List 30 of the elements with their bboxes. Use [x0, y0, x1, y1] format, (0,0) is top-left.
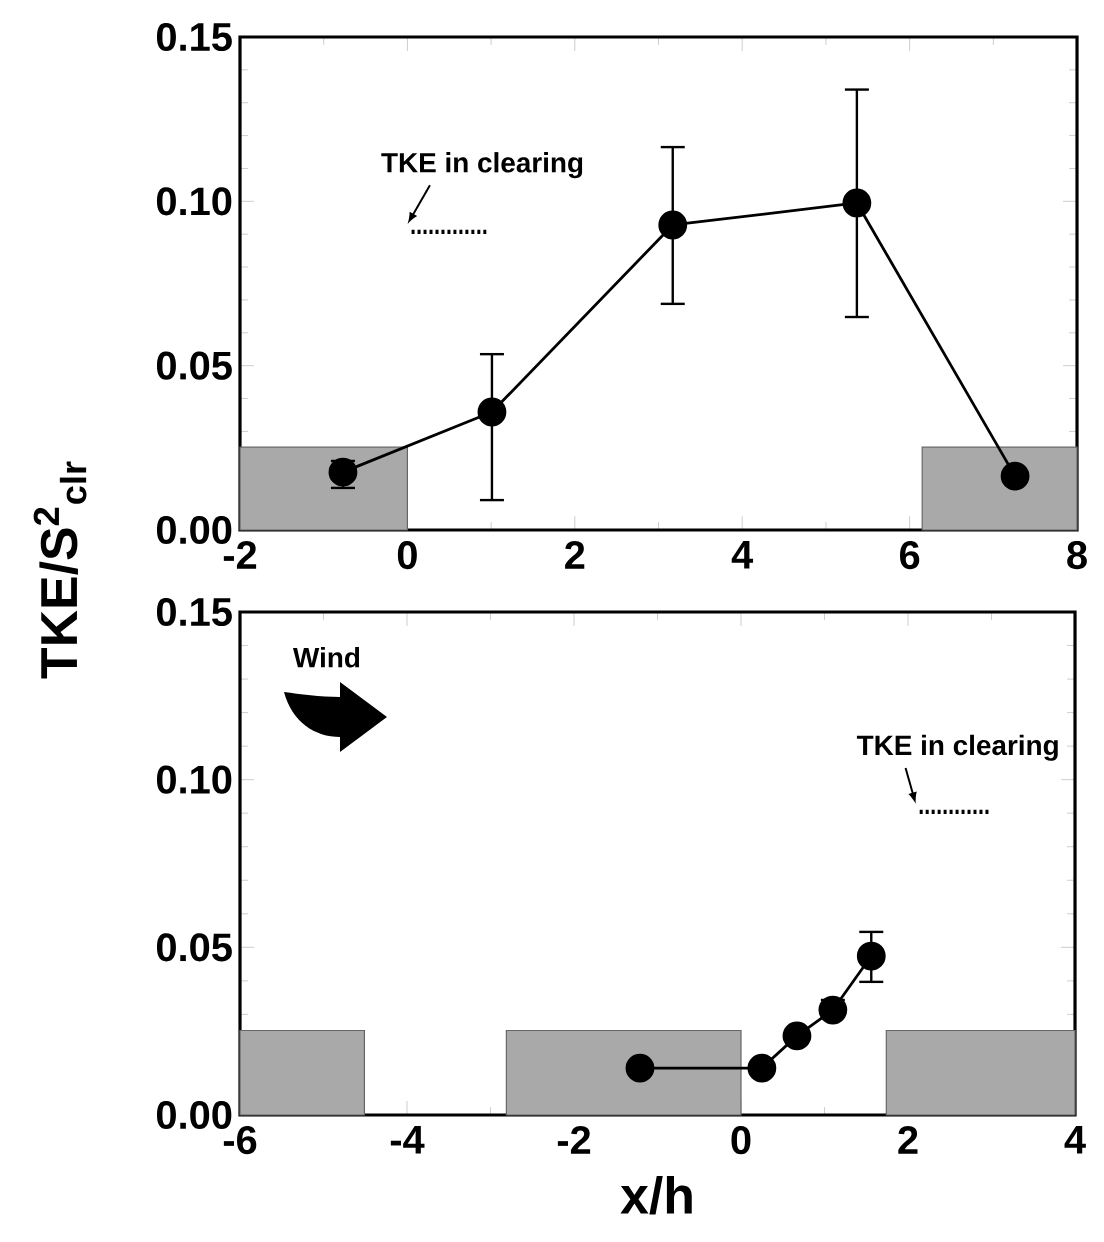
x-tick-label: 0	[397, 541, 417, 570]
point	[477, 397, 507, 427]
y-tick-label: 0.15	[156, 597, 232, 627]
x-tick-label: 4	[1064, 1126, 1086, 1154]
y-tick-label: 0.10	[156, 765, 232, 794]
point	[658, 210, 688, 240]
annotation: Wind	[292, 647, 360, 668]
x-tick-label: 2	[898, 1126, 918, 1154]
y-tick-label: 0.10	[156, 187, 232, 216]
x-tick-label: 0	[731, 1126, 751, 1155]
x-tick-label: 2	[565, 541, 585, 569]
x-tick-label: 8	[1067, 541, 1087, 570]
x-tick-label: 6	[900, 541, 920, 570]
y-tick-label: 0.05	[156, 933, 232, 962]
y-tick-label: 0.15	[156, 22, 232, 52]
annotation: TKE in clearing	[381, 152, 583, 179]
point	[842, 188, 872, 218]
x-tick-label: -2	[557, 1126, 591, 1154]
point	[818, 995, 848, 1025]
y-axis-title: TKE/S$^{2}$clr	[33, 461, 87, 679]
point	[625, 1053, 655, 1083]
annotation: TKE in clearing	[856, 734, 1058, 761]
point	[782, 1021, 812, 1051]
x-tick-label: -4	[390, 1126, 425, 1154]
x-tick-label: 4	[731, 541, 754, 569]
x-axis-title: x/h	[620, 1175, 692, 1215]
point	[747, 1053, 777, 1083]
y-tick-label: 0.05	[156, 351, 232, 380]
point	[856, 941, 886, 971]
point	[1000, 461, 1030, 491]
